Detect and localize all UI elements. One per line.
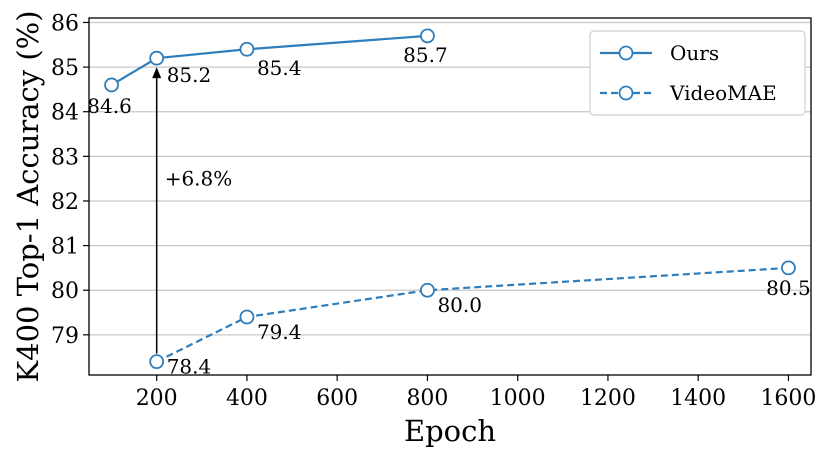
series-line-videomae <box>156 266 789 363</box>
data-point <box>420 282 435 298</box>
x-tick-label: 1000 <box>490 386 546 411</box>
x-tick-label: 1600 <box>760 386 816 411</box>
data-label: 85.4 <box>257 56 302 80</box>
legend-marker <box>618 85 634 101</box>
data-point <box>781 260 796 276</box>
y-tick-label: 86 <box>51 11 79 36</box>
data-point <box>239 309 255 325</box>
x-tick-label: 600 <box>316 386 358 411</box>
data-label: 80.0 <box>437 293 482 317</box>
legend-label: Ours <box>670 41 719 65</box>
data-label: 84.6 <box>87 94 132 118</box>
plot-frame <box>88 17 812 376</box>
y-tick-label: 79 <box>51 324 79 349</box>
y-tick-label: 81 <box>51 235 79 260</box>
annotation-arrowhead <box>152 67 162 79</box>
annotation-label: +6.8% <box>165 167 233 191</box>
y-axis-title: K400 Top-1 Accuracy (%) <box>11 10 45 382</box>
y-tick-label: 80 <box>51 279 79 304</box>
data-label: 80.5 <box>766 276 811 300</box>
series-line-ours <box>111 34 428 86</box>
data-point <box>420 28 435 44</box>
y-tick-label: 82 <box>51 190 79 215</box>
legend-label: VideoMAE <box>669 81 777 105</box>
y-tick-label: 84 <box>51 101 79 126</box>
legend-marker <box>618 45 634 61</box>
data-label: 78.4 <box>167 355 212 379</box>
data-point <box>149 50 165 66</box>
x-tick-label: 1400 <box>670 386 726 411</box>
x-tick-label: 200 <box>136 386 178 411</box>
x-tick-label: 400 <box>226 386 268 411</box>
data-point <box>239 41 255 57</box>
x-tick-label: 800 <box>406 386 448 411</box>
data-point <box>104 77 119 93</box>
data-point <box>149 354 165 370</box>
x-axis-title: Epoch <box>404 414 496 448</box>
data-label: 85.2 <box>167 63 212 87</box>
x-tick-label: 1200 <box>580 386 636 411</box>
y-tick-label: 83 <box>51 145 79 170</box>
y-tick-label: 85 <box>51 56 79 81</box>
data-label: 85.7 <box>403 43 448 67</box>
data-label: 79.4 <box>257 320 302 344</box>
